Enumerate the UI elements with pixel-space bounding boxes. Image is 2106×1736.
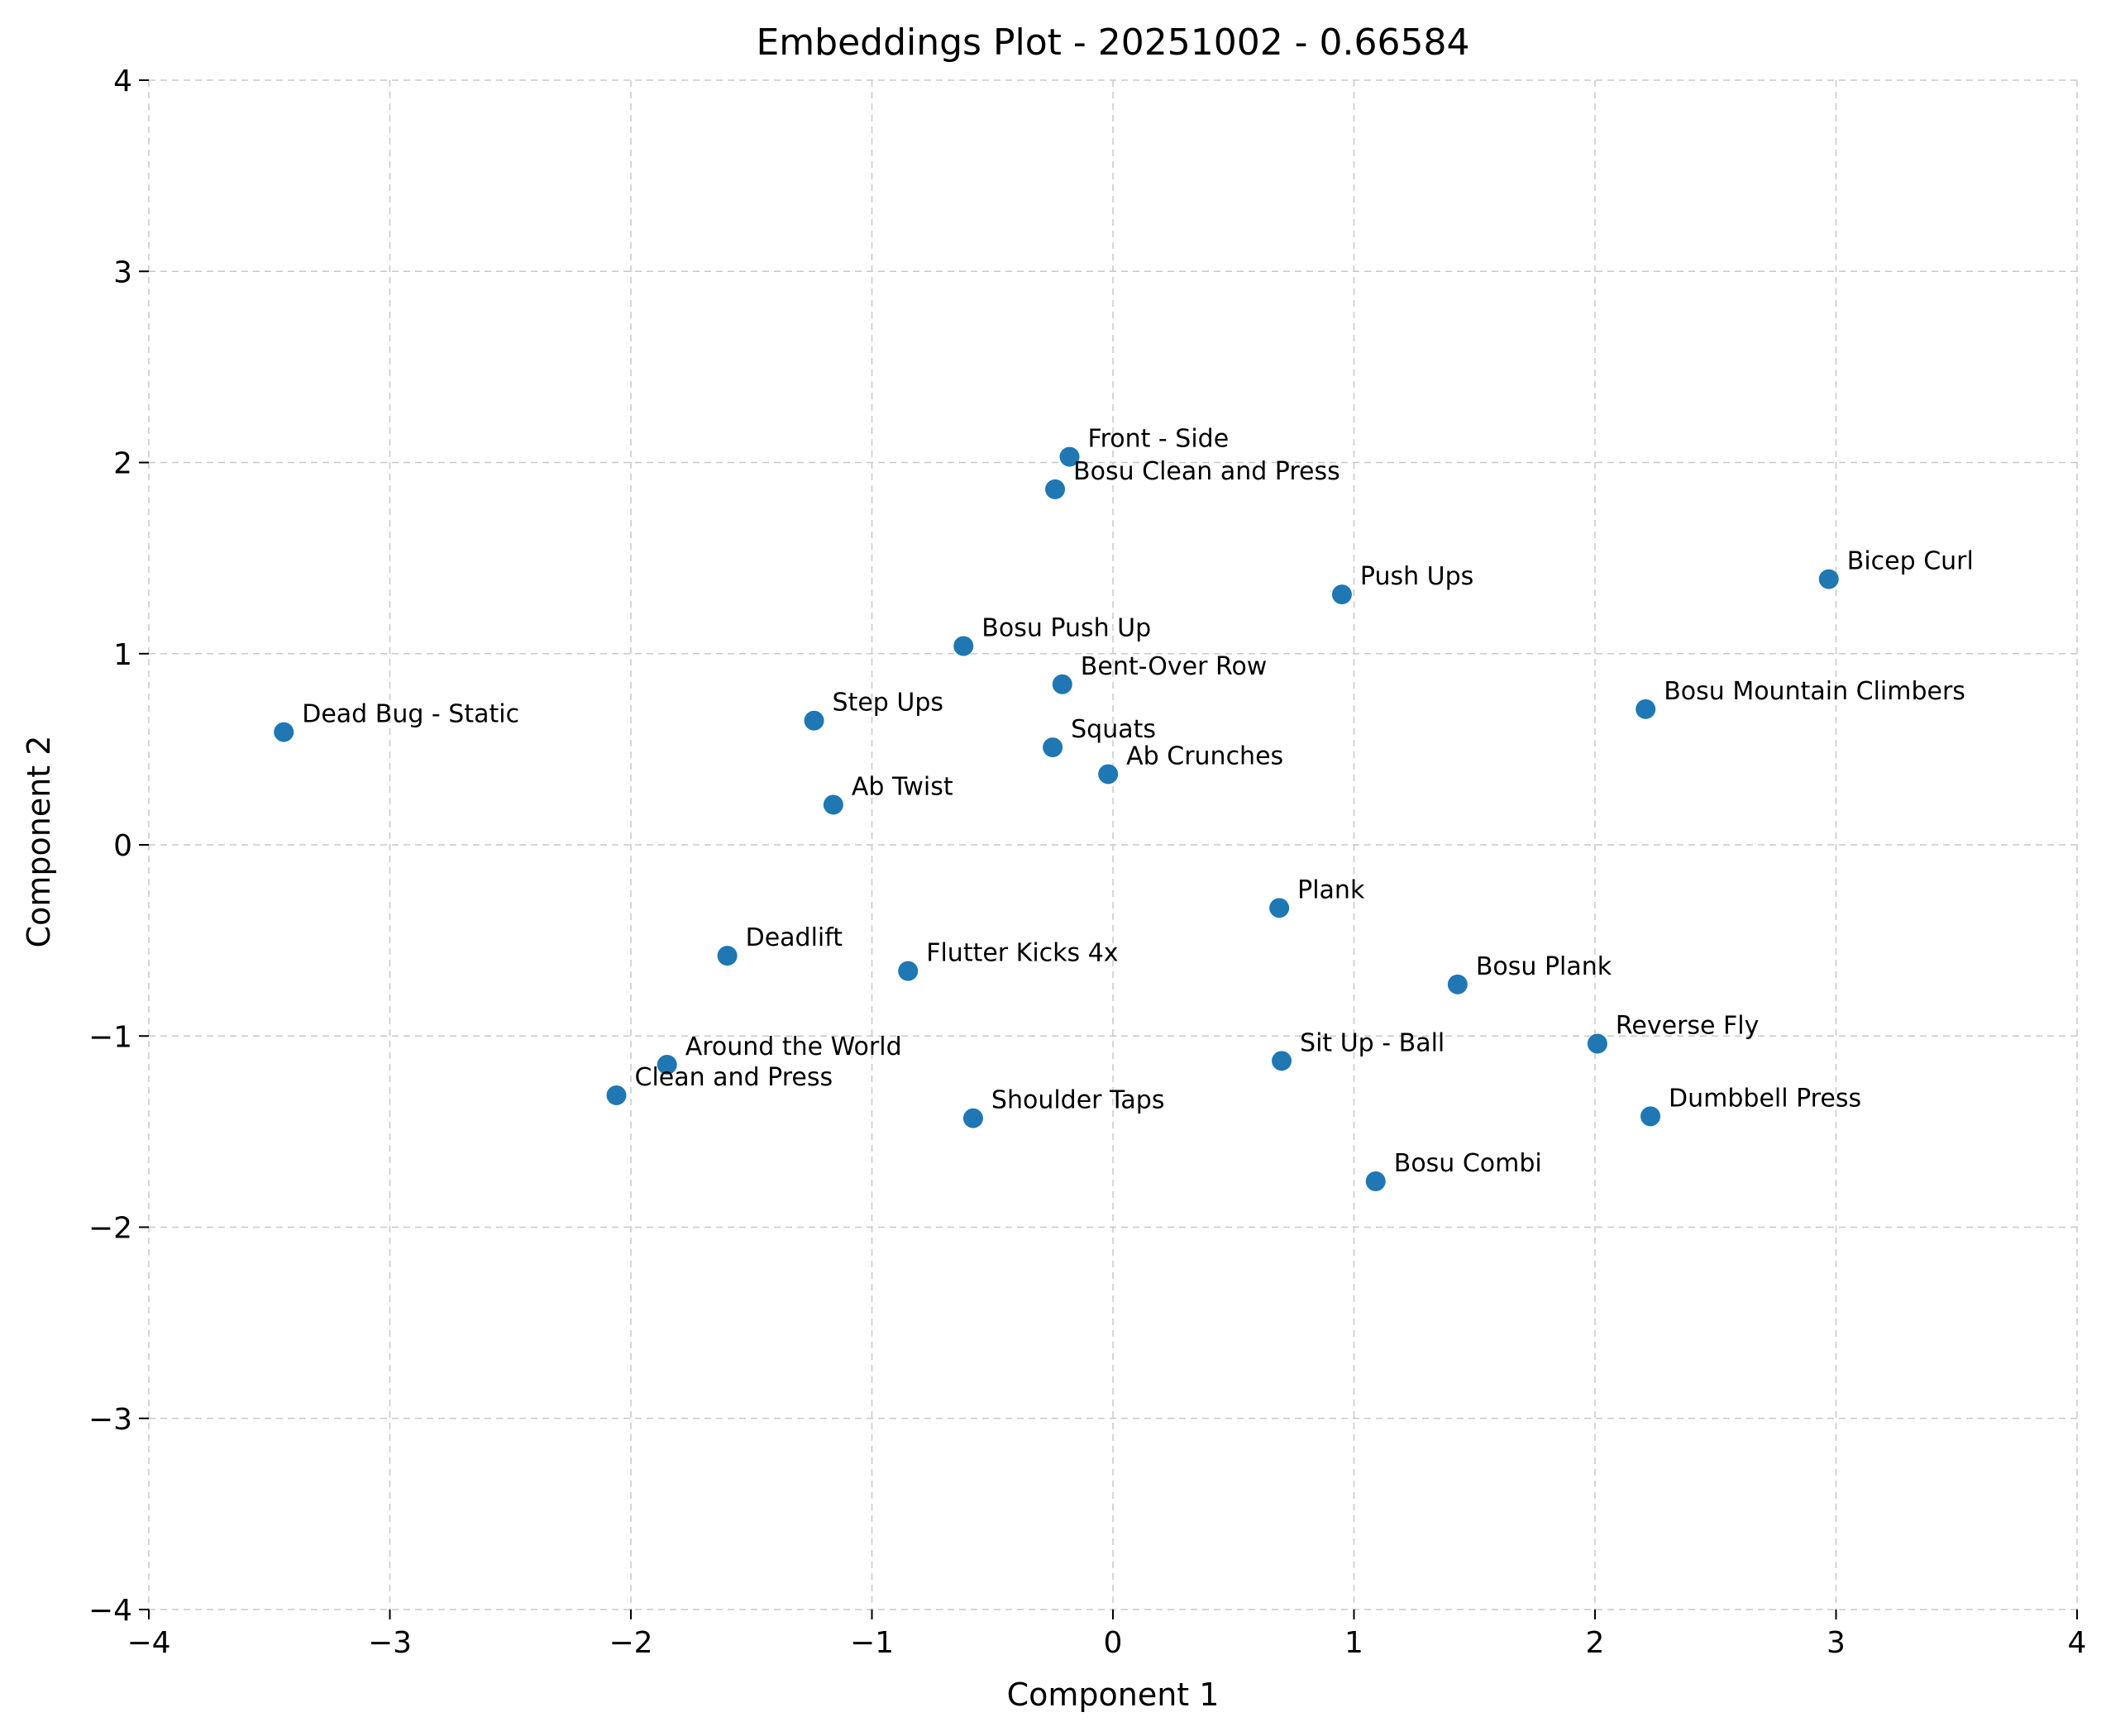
- data-point: [898, 961, 919, 981]
- data-point: [1818, 569, 1839, 589]
- point-label: Shoulder Taps: [991, 1086, 1165, 1115]
- point-label: Flutter Kicks 4x: [926, 939, 1118, 968]
- data-point: [1059, 446, 1080, 467]
- x-tick-label: −4: [127, 1626, 170, 1660]
- y-tick-label: 3: [113, 255, 132, 289]
- y-tick-label: 4: [113, 64, 132, 98]
- data-point: [962, 1108, 983, 1128]
- point-label: Ab Twist: [852, 772, 953, 801]
- y-axis-label: Component 2: [21, 736, 57, 948]
- point-label: Dead Bug - Static: [302, 700, 519, 729]
- x-tick-label: 0: [1104, 1626, 1123, 1660]
- point-label: Bosu Clean and Press: [1073, 457, 1340, 486]
- data-point: [717, 946, 738, 966]
- point-label: Around the World: [685, 1033, 902, 1061]
- data-point: [274, 722, 294, 742]
- point-label: Bent-Over Row: [1081, 652, 1268, 681]
- y-tick-label: −2: [88, 1212, 132, 1246]
- x-tick-label: −1: [850, 1626, 894, 1660]
- point-label: Bicep Curl: [1847, 547, 1974, 576]
- data-point: [1269, 898, 1290, 918]
- data-point: [1636, 699, 1656, 719]
- x-tick-label: 2: [1586, 1626, 1605, 1660]
- data-point: [1447, 974, 1468, 994]
- point-label: Squats: [1071, 715, 1156, 744]
- chart-title: Embeddings Plot - 20251002 - 0.66584: [756, 21, 1469, 64]
- point-label: Bosu Plank: [1476, 952, 1612, 981]
- point-label: Ab Crunches: [1126, 742, 1283, 770]
- x-tick-label: −3: [368, 1626, 412, 1660]
- grid-layer: [148, 79, 2078, 1610]
- data-point: [1640, 1106, 1661, 1127]
- y-tick-label: −1: [88, 1020, 132, 1054]
- data-point: [1365, 1171, 1386, 1191]
- y-tick-label: −4: [88, 1594, 132, 1628]
- data-point: [1052, 674, 1072, 694]
- point-label: Dumbbell Press: [1669, 1084, 1861, 1113]
- data-point: [823, 794, 843, 815]
- point-label: Step Ups: [833, 689, 943, 718]
- y-tick-label: 0: [113, 829, 132, 863]
- y-tick-label: 1: [113, 638, 132, 672]
- data-point: [1331, 584, 1352, 605]
- data-point: [657, 1054, 677, 1075]
- y-tick-label: 2: [113, 447, 132, 481]
- point-label: Bosu Mountain Climbers: [1664, 677, 1965, 706]
- point-label: Reverse Fly: [1616, 1012, 1759, 1041]
- data-point: [606, 1085, 627, 1105]
- point-label: Bosu Combi: [1394, 1149, 1542, 1178]
- data-point: [1045, 479, 1066, 499]
- point-label: Plank: [1297, 875, 1365, 904]
- data-point: [1587, 1033, 1607, 1054]
- data-point: [953, 636, 974, 656]
- point-label: Front - Side: [1088, 425, 1230, 454]
- point-label: Sit Up - Ball: [1300, 1028, 1445, 1057]
- point-label-layer: Front - Side Bosu Clean and Press Push Ups…: [302, 425, 1974, 1178]
- x-tick-label: 1: [1344, 1626, 1363, 1660]
- y-tick-label: −3: [88, 1403, 132, 1437]
- point-layer: [274, 446, 1839, 1191]
- data-point: [1043, 737, 1063, 758]
- tick-layer: −4 −3 −2 −1 0 1 2 3 4 −4 −3 −2 −1 0 1 2 3 4: [88, 64, 2087, 1660]
- point-label: Deadlift: [746, 923, 843, 952]
- point-label: Bosu Push Up: [981, 614, 1151, 643]
- point-label: Clean and Press: [635, 1063, 833, 1092]
- data-point: [1272, 1051, 1292, 1071]
- data-point: [1098, 764, 1119, 785]
- x-tick-label: 3: [1827, 1626, 1846, 1660]
- x-tick-label: 4: [2068, 1626, 2087, 1660]
- x-axis-label: Component 1: [1007, 1676, 1220, 1713]
- x-tick-label: −2: [609, 1626, 652, 1660]
- point-label: Push Ups: [1360, 562, 1473, 591]
- data-point: [804, 710, 824, 731]
